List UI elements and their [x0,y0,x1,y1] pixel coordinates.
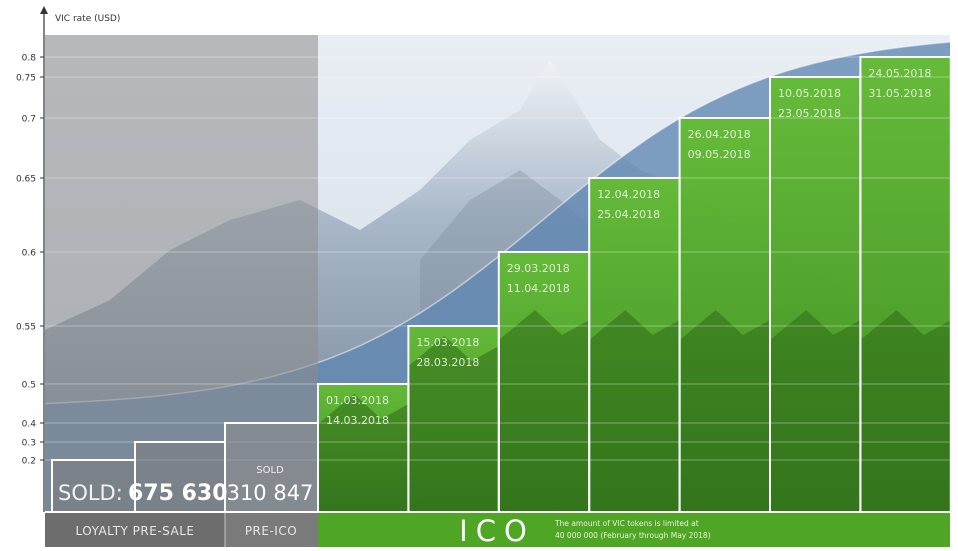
ico-green-zone [318,57,951,512]
ico-bar-date-3-1: 25.04.2018 [597,208,660,221]
ico-bar-date-5-1: 23.05.2018 [778,107,841,120]
presale-step-fill-0 [52,460,135,512]
ico-bar-date-2-0: 29.03.2018 [507,262,570,275]
ico-bar-texture-2 [498,310,590,512]
ico-bar-date-2-1: 11.04.2018 [507,282,570,295]
ico-bar-date-0-0: 01.03.2018 [326,394,389,407]
footer-ico-label: ICO [459,514,535,547]
y-tick-labels: 0.2 0.3 0.4 0.5 0.55 0.6 0.65 0.7 0.75 0.8 [16,54,44,467]
y-tick-label-3: 0.5 [22,381,36,391]
y-tick-label-0: 0.2 [22,457,36,467]
y-tick-label-1: 0.3 [22,439,36,449]
ico-bar-date-3-0: 12.04.2018 [597,188,660,201]
ico-bar-texture-0 [318,394,409,512]
ico-note-line-1: The amount of VIC tokens is limited at [554,519,699,528]
presale-step-fill-1 [135,442,225,512]
ico-bar-date-5-0: 10.05.2018 [778,87,841,100]
loyalty-sold-label: SOLD: [58,481,123,505]
preico-sold-label: SOLD [256,465,284,476]
y-tick-label-8: 0.75 [16,74,36,84]
footer-preico-label: PRE-ICO [245,524,297,538]
footer-ico [318,512,950,547]
preico-sold-value: 310 847 [227,481,314,505]
y-axis-label: VIC rate (USD) [55,14,120,24]
ico-bar-date-4-0: 26.04.2018 [688,128,751,141]
footer-preico [225,512,318,547]
y-tick-label-7: 0.7 [22,115,36,125]
ico-bar-date-0-1: 14.03.2018 [326,414,389,427]
ico-bar-date-6-0: 24.05.2018 [868,67,931,80]
ico-note-line-2: 40 000 000 (February through May 2018) [555,531,711,540]
ico-bar-date-6-1: 31.05.2018 [868,87,931,100]
loyalty-sold-value: 675 630 [128,481,228,506]
footer-loyalty-label: LOYALTY PRE-SALE [76,524,195,538]
y-axis-arrow [40,6,48,14]
y-tick-label-9: 0.8 [22,54,37,64]
ico-bar-date-4-1: 09.05.2018 [688,148,751,161]
preico-step-fill-2 [225,423,318,512]
ico-bar-date-1-0: 15.03.2018 [416,336,479,349]
ico-bar-texture-3 [589,310,680,512]
presale-steps [51,422,319,512]
y-tick-label-5: 0.6 [22,249,37,259]
ico-bar-texture-5 [770,310,861,512]
ico-bar-texture-6 [860,310,951,512]
y-tick-label-2: 0.4 [22,420,37,430]
ico-bar-texture-4 [679,310,770,512]
y-tick-label-4: 0.55 [16,323,36,333]
footer-loyalty [45,512,225,547]
ico-bar-texture-1 [408,336,499,512]
ico-bar-date-1-1: 28.03.2018 [416,356,479,369]
y-tick-label-6: 0.65 [16,175,36,185]
